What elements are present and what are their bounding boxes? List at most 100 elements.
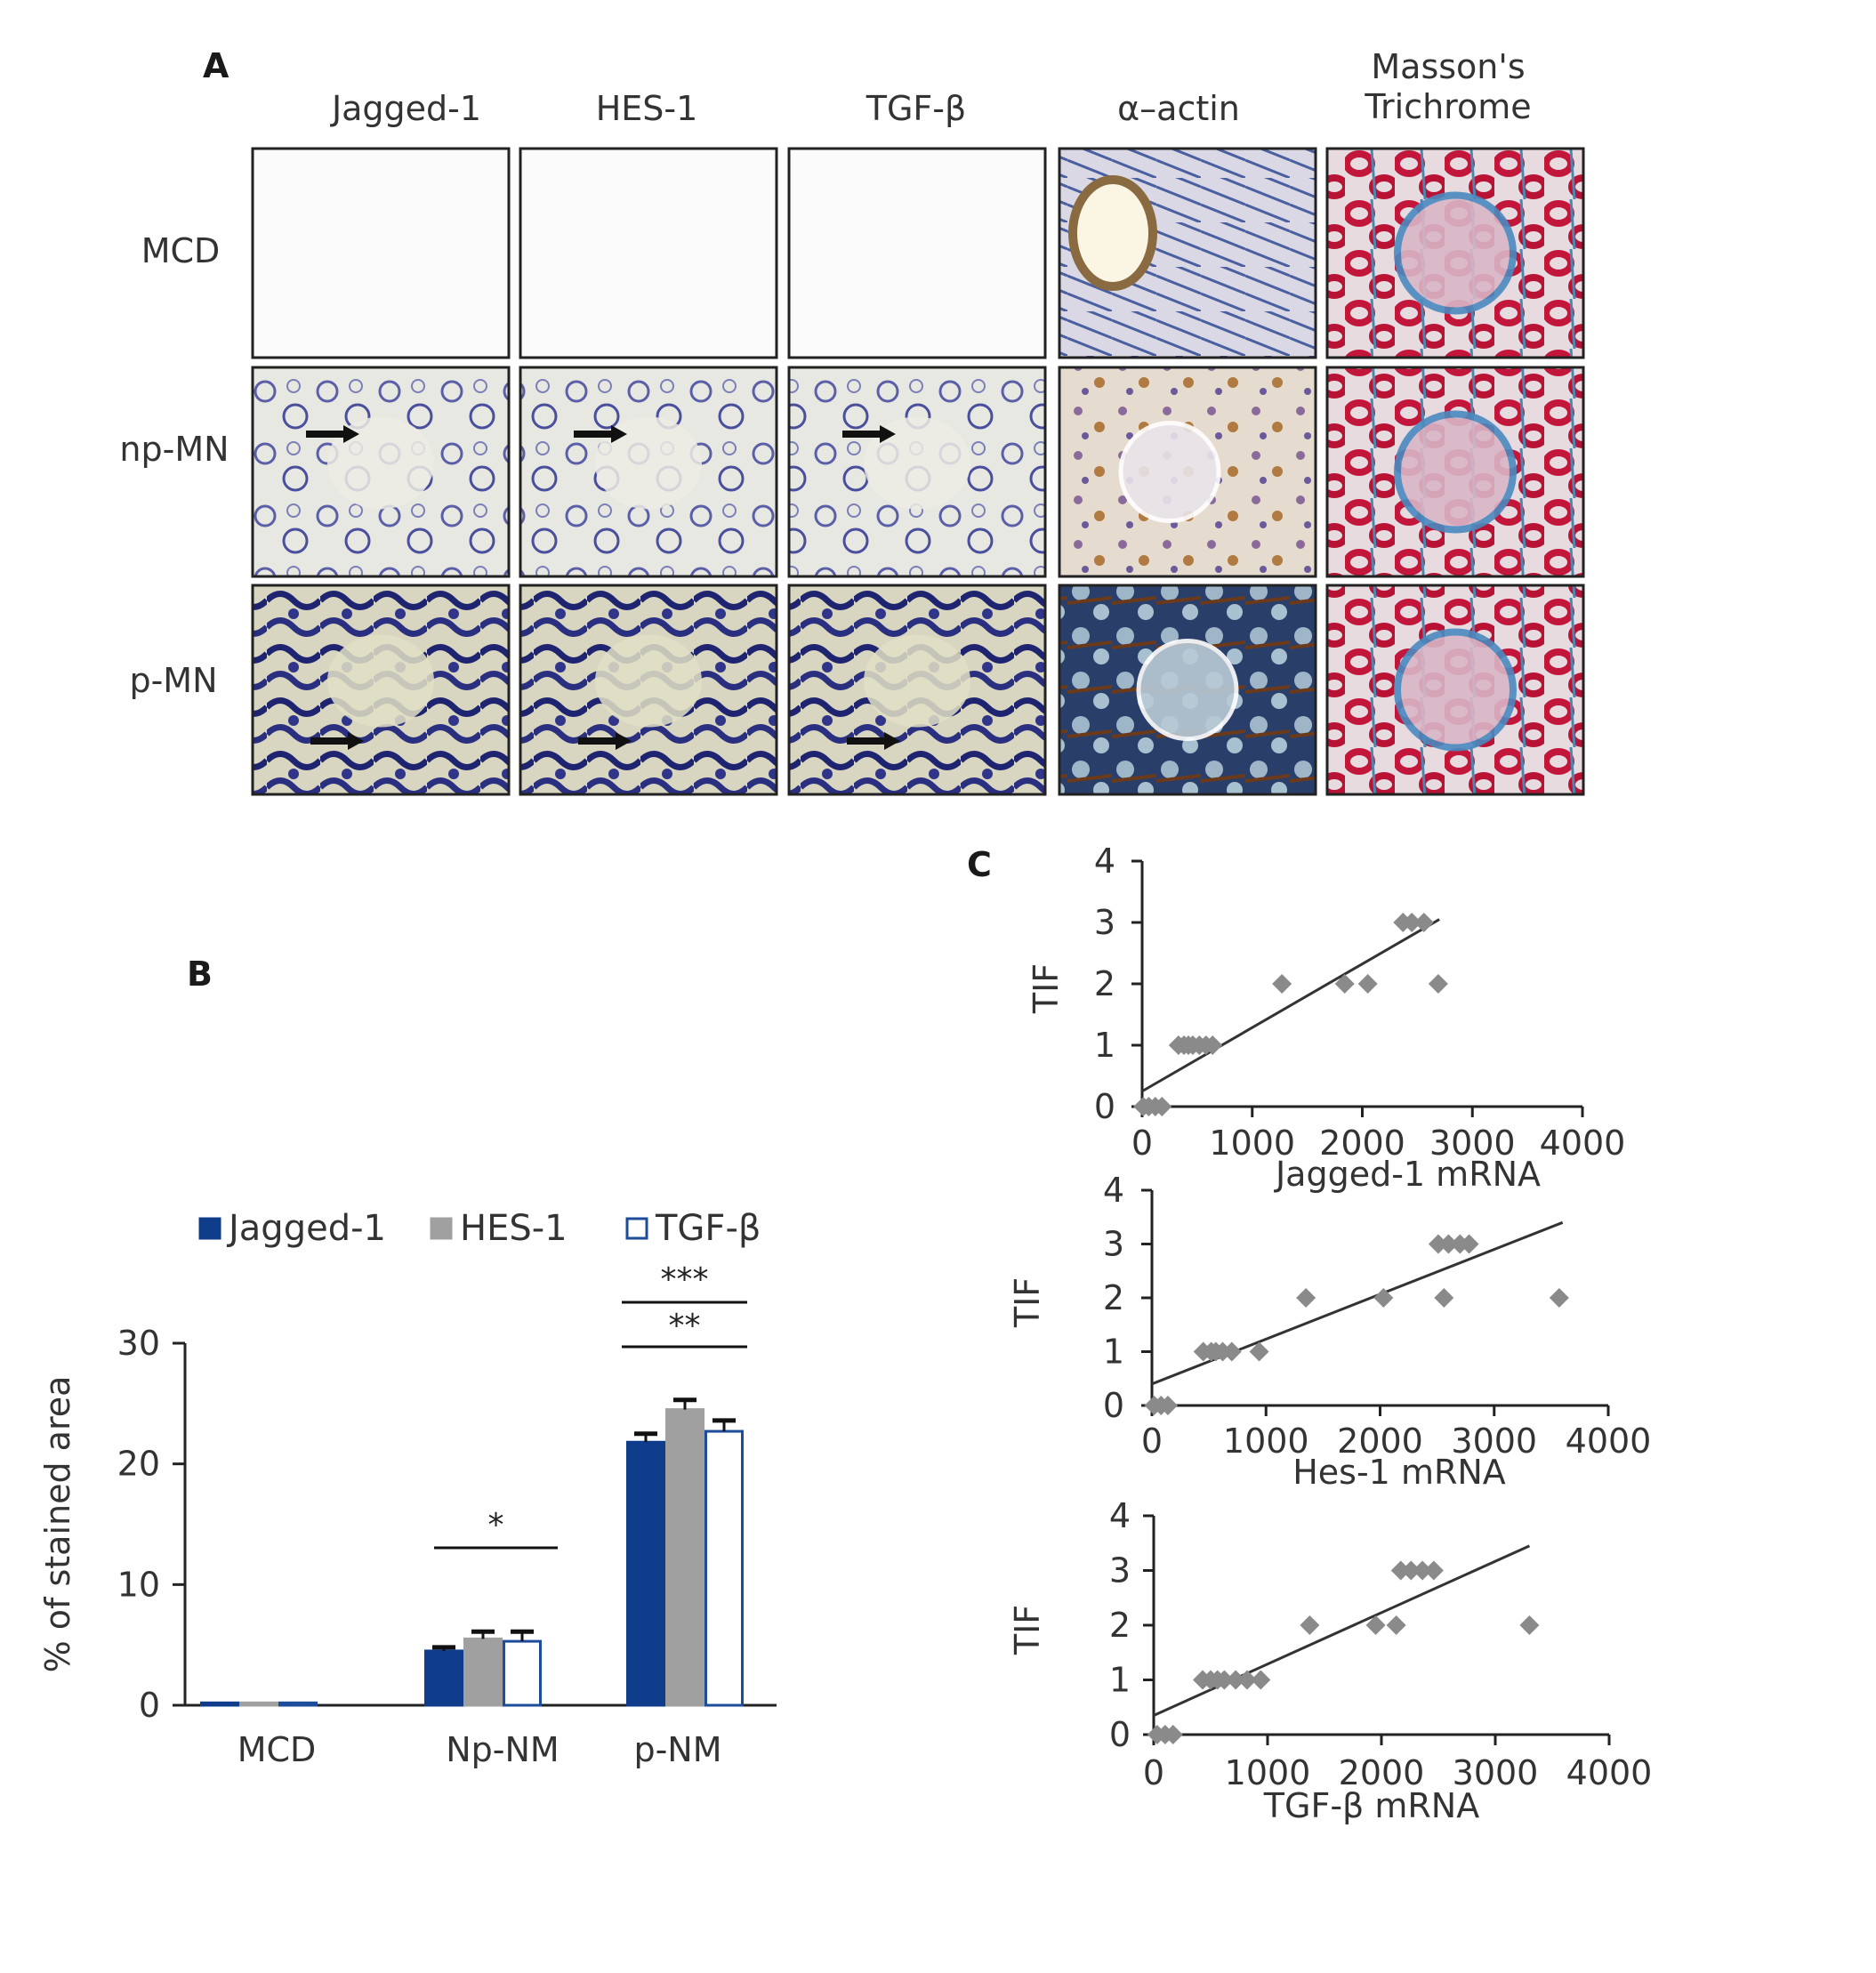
significance-label: * xyxy=(488,1507,504,1543)
panel-b-letter: B xyxy=(187,954,213,994)
data-point xyxy=(1214,1670,1235,1690)
legend-item: TGF-β xyxy=(625,1208,761,1249)
data-point xyxy=(1459,1234,1479,1254)
legend-swatch xyxy=(430,1217,453,1240)
x-tick-label: 2000 xyxy=(1319,1123,1405,1163)
data-point xyxy=(1401,1560,1421,1581)
trendline xyxy=(1141,918,1440,1093)
micrograph-tile xyxy=(1325,366,1585,578)
data-point xyxy=(1438,1234,1459,1254)
legend-label: Jagged-1 xyxy=(226,1208,386,1249)
data-point xyxy=(1402,913,1422,932)
data-point xyxy=(1334,974,1355,994)
category-label: MCD xyxy=(238,1730,317,1769)
y-tick-label: 2 xyxy=(1094,964,1115,1003)
data-point xyxy=(1163,1725,1183,1744)
data-point xyxy=(1519,1615,1540,1635)
row-label: np-MN xyxy=(119,430,229,469)
y-tick-label: 3 xyxy=(1094,903,1115,942)
micrograph-tile xyxy=(251,584,511,796)
legend-label: HES-1 xyxy=(460,1208,568,1249)
y-tick-label: 0 xyxy=(1103,1386,1124,1425)
y-tick-label: 4 xyxy=(1109,1496,1131,1535)
data-point xyxy=(1221,1341,1242,1362)
x-tick-label: 1000 xyxy=(1223,1421,1309,1461)
data-point xyxy=(1251,1670,1271,1690)
data-point xyxy=(1413,913,1434,932)
micrograph-grid xyxy=(251,147,1585,796)
y-tick-label: 30 xyxy=(117,1324,160,1363)
panel-a-letter: A xyxy=(203,46,229,85)
y-tick-label: 4 xyxy=(1094,842,1115,881)
x-tick-label: 4000 xyxy=(1540,1123,1626,1163)
x-tick-label: 2000 xyxy=(1339,1753,1425,1792)
data-point xyxy=(1272,974,1292,994)
row-label: MCD xyxy=(141,231,221,270)
y-tick-label: 0 xyxy=(139,1686,160,1725)
column-label: Jagged-1 xyxy=(330,89,481,128)
data-point xyxy=(1249,1341,1269,1362)
y-tick-label: 4 xyxy=(1103,1171,1124,1210)
bar xyxy=(665,1408,705,1707)
y-tick-label: 1 xyxy=(1109,1661,1131,1700)
y-axis-title: TIF xyxy=(1008,1605,1047,1655)
x-axis-title: TGF-β mRNA xyxy=(1263,1786,1479,1825)
panel-c-letter: C xyxy=(967,845,992,884)
data-point xyxy=(1203,1035,1223,1055)
data-point xyxy=(1434,1288,1454,1308)
data-point xyxy=(1226,1670,1246,1690)
y-tick-label: 2 xyxy=(1103,1278,1124,1317)
y-axis-title: TIF xyxy=(1008,1277,1047,1328)
y-tick-label: 3 xyxy=(1103,1225,1124,1264)
trendline xyxy=(1153,1544,1531,1717)
micrograph-tile xyxy=(519,584,778,796)
column-label: TGF-β xyxy=(866,89,966,128)
data-point xyxy=(1300,1615,1320,1635)
y-axis-title: TIF xyxy=(1027,963,1066,1014)
column-label: α–actin xyxy=(1117,89,1240,128)
category-label: p-NM xyxy=(633,1730,721,1769)
y-tick-label: 1 xyxy=(1103,1333,1124,1372)
data-point xyxy=(1236,1670,1257,1690)
legend-item: HES-1 xyxy=(430,1208,568,1249)
micrograph-tile xyxy=(1058,584,1317,796)
data-point xyxy=(1152,1097,1172,1116)
micrograph-tile xyxy=(1325,584,1585,796)
data-point xyxy=(1296,1288,1316,1308)
y-tick-label: 10 xyxy=(117,1565,160,1604)
significance-label: *** xyxy=(661,1261,709,1298)
data-point xyxy=(1365,1615,1386,1635)
micrograph-tile xyxy=(1058,366,1317,578)
x-tick-label: 2000 xyxy=(1337,1421,1423,1461)
bar xyxy=(424,1649,463,1707)
bar xyxy=(239,1701,278,1707)
micrograph-tile xyxy=(787,584,1047,796)
bar xyxy=(705,1429,744,1707)
x-tick-label: 1000 xyxy=(1209,1123,1295,1163)
y-tick-label: 0 xyxy=(1109,1715,1131,1754)
micrograph-tile xyxy=(787,366,1047,578)
row-label: p-MN xyxy=(129,661,217,700)
category-label: Np-NM xyxy=(446,1730,559,1769)
micrograph-row-labels: MCD np-MN p-MN xyxy=(119,231,229,700)
bar xyxy=(626,1440,665,1707)
y-tick-label: 20 xyxy=(117,1445,160,1484)
x-tick-label: 0 xyxy=(1143,1753,1164,1792)
y-tick-label: 2 xyxy=(1109,1606,1131,1645)
data-point xyxy=(1386,1615,1406,1635)
data-point xyxy=(1428,974,1448,994)
micrograph-tile xyxy=(251,366,511,578)
data-point xyxy=(1157,1396,1178,1415)
data-point xyxy=(1373,1288,1394,1308)
y-tick-label: 0 xyxy=(1094,1087,1115,1126)
data-point xyxy=(1549,1288,1569,1308)
legend-swatch xyxy=(198,1217,221,1240)
legend-label: TGF-β xyxy=(655,1208,761,1249)
legend-swatch xyxy=(625,1217,648,1240)
trendline xyxy=(1151,1220,1564,1386)
x-tick-label: 4000 xyxy=(1566,1421,1652,1461)
x-tick-label: 3000 xyxy=(1429,1123,1516,1163)
